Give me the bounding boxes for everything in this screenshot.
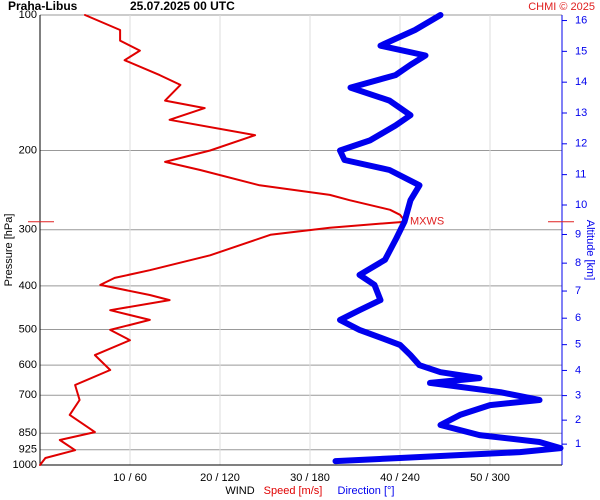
y-tick-label: 925 xyxy=(19,444,37,456)
legend-direction: Direction [°] xyxy=(338,485,395,497)
y2-tick-label: 12 xyxy=(575,138,587,150)
y2-tick-label: 9 xyxy=(575,228,581,240)
mxws-label: MXWS xyxy=(410,216,444,228)
y2-tick-label: 11 xyxy=(575,169,586,181)
x-tick-label: 10 / 60 xyxy=(113,472,147,484)
y-tick-label: 1000 xyxy=(13,459,37,471)
y2-axis-label: Altitude [km] xyxy=(584,220,596,281)
y2-tick-label: 5 xyxy=(575,339,581,351)
x-tick-label: 50 / 300 xyxy=(470,472,510,484)
y-tick-label: 200 xyxy=(19,144,37,156)
y2-tick-label: 14 xyxy=(575,76,587,88)
y2-tick-label: 15 xyxy=(575,45,587,57)
y2-tick-label: 3 xyxy=(575,390,581,402)
x-tick-label: 20 / 120 xyxy=(200,472,240,484)
y-tick-label: 400 xyxy=(19,280,37,292)
y-axis-label: Pressure [hPa] xyxy=(3,214,15,287)
y2-tick-label: 6 xyxy=(575,312,581,324)
y2-tick-label: 16 xyxy=(575,14,587,26)
x-tick-label: 40 / 240 xyxy=(380,472,420,484)
station: Praha-Libus xyxy=(8,0,78,13)
series-line xyxy=(332,12,564,465)
y2-tick-label: 7 xyxy=(575,285,581,297)
y-tick-label: 300 xyxy=(19,224,37,236)
y-tick-label: 700 xyxy=(19,389,37,401)
y-tick-label: 100 xyxy=(19,9,37,21)
y2-tick-label: 13 xyxy=(575,107,587,119)
y2-tick-label: 2 xyxy=(575,414,581,426)
legend-speed: Speed [m/s] xyxy=(264,485,323,497)
y-tick-label: 500 xyxy=(19,323,37,335)
x-tick-label: 30 / 180 xyxy=(290,472,330,484)
y-tick-label: 600 xyxy=(19,359,37,371)
y2-tick-label: 8 xyxy=(575,257,581,269)
series-line xyxy=(39,14,407,466)
x-axis-label: WIND xyxy=(225,485,254,497)
y2-tick-label: 1 xyxy=(575,438,581,450)
credit: CHMI © 2025 xyxy=(528,1,595,13)
y-tick-label: 850 xyxy=(19,427,37,439)
y2-tick-label: 4 xyxy=(575,364,581,376)
chart-title: 25.07.2025 00 UTC xyxy=(130,0,235,13)
y2-tick-label: 10 xyxy=(575,199,587,211)
